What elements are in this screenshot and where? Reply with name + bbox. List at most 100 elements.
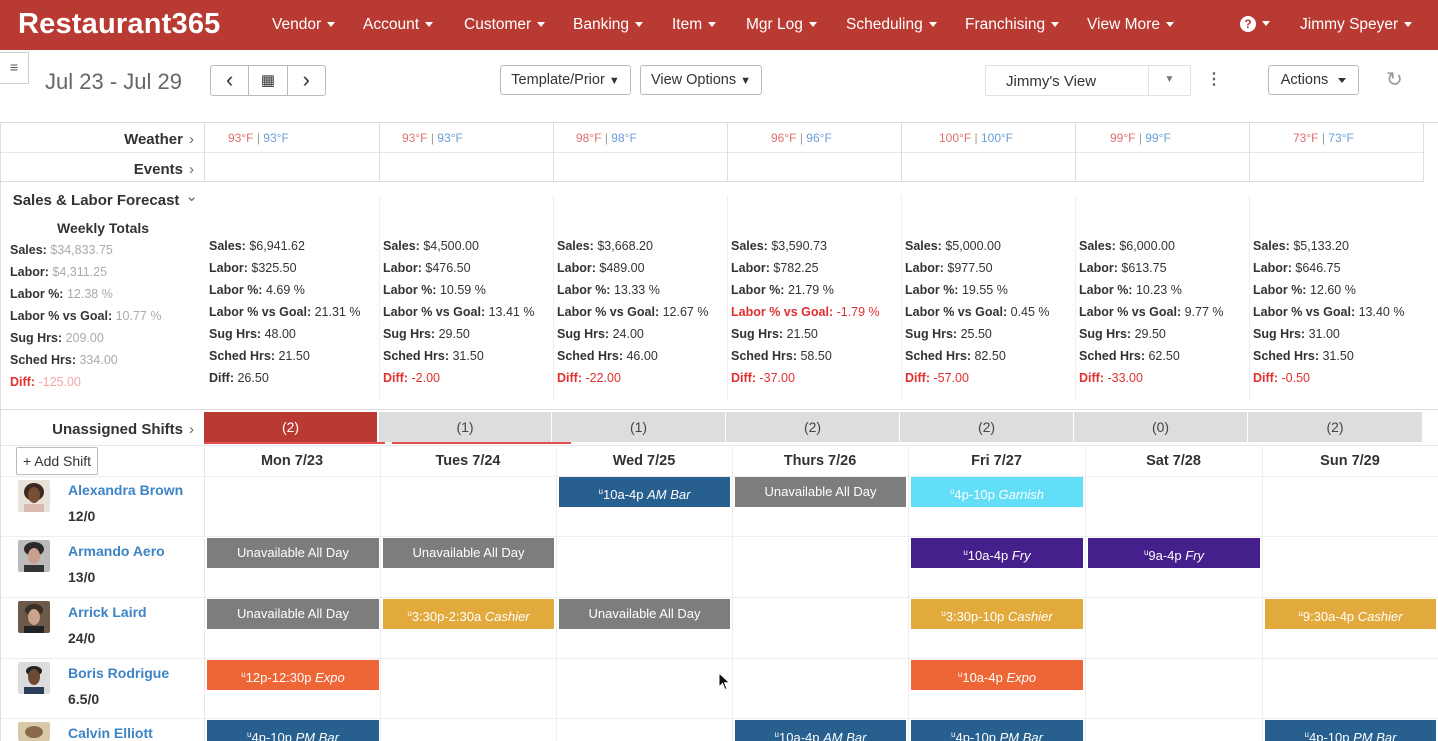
day-header: Wed 7/25 bbox=[612, 453, 676, 469]
prev-week-button[interactable]: ‹ bbox=[211, 66, 250, 95]
employee-name[interactable]: Armando Aero bbox=[68, 543, 165, 559]
forecast-stat: Sched Hrs: 46.00 bbox=[557, 349, 658, 363]
employee-name[interactable]: Alexandra Brown bbox=[68, 482, 184, 498]
nav-view-more[interactable]: View More bbox=[1087, 16, 1174, 34]
stat-label: Labor % vs Goal: bbox=[557, 305, 660, 319]
calendar-icon[interactable]: ▦ bbox=[249, 66, 288, 95]
day-header: Sun 7/29 bbox=[1320, 453, 1380, 469]
totals-labor-vs-goal: Labor % vs Goal: 10.77 % bbox=[10, 309, 162, 323]
employee-name[interactable]: Boris Rodrigue bbox=[68, 665, 170, 681]
stat-label: Diff: bbox=[905, 371, 930, 385]
divider bbox=[1075, 195, 1076, 400]
stat-label: Labor % vs Goal: bbox=[1079, 305, 1182, 319]
totals-sales: Sales: $34,833.75 bbox=[10, 243, 113, 257]
shift-block[interactable]: u10a-4p AM Bar bbox=[559, 477, 730, 507]
shift-block[interactable]: u4p-10p PM Bar bbox=[207, 720, 379, 741]
employee-name[interactable]: Arrick Laird bbox=[68, 604, 147, 620]
employee-name[interactable]: Calvin Elliott bbox=[68, 725, 153, 741]
actions-button[interactable]: Actions bbox=[1268, 65, 1359, 95]
help-menu[interactable]: ? bbox=[1240, 15, 1270, 33]
user-menu[interactable]: Jimmy Speyer bbox=[1300, 16, 1413, 34]
day-header: Tues 7/24 bbox=[435, 453, 501, 469]
forecast-row-label[interactable]: Sales & Labor Forecast ⌄ bbox=[13, 188, 198, 209]
nav-scheduling[interactable]: Scheduling bbox=[846, 16, 937, 34]
divider bbox=[727, 195, 728, 400]
nav-banking[interactable]: Banking bbox=[573, 16, 644, 34]
shift-block[interactable]: u4p-10p Garnish bbox=[911, 477, 1083, 507]
nav-mgr-log[interactable]: Mgr Log bbox=[746, 16, 817, 34]
unassigned-cell[interactable]: (2) bbox=[204, 412, 377, 442]
stat-label: Sched Hrs: bbox=[1253, 349, 1319, 363]
stat-label: Labor: bbox=[1253, 261, 1292, 275]
forecast-stat: Labor %: 21.79 % bbox=[731, 283, 834, 297]
row-label-text: Unassigned Shifts bbox=[52, 421, 183, 438]
divider bbox=[0, 152, 1424, 153]
weather-cell: 99°F | 99°F bbox=[1110, 131, 1171, 145]
caret-down-icon bbox=[635, 22, 644, 28]
stat-label: Sales: bbox=[1253, 239, 1290, 253]
unavailable-block[interactable]: Unavailable All Day bbox=[559, 599, 730, 629]
caret-down-icon[interactable]: ▼ bbox=[1148, 66, 1190, 95]
forecast-stat: Sug Hrs: 25.50 bbox=[905, 327, 992, 341]
shift-block[interactable]: u9:30a-4p Cashier bbox=[1265, 599, 1436, 629]
stat-label: Labor %: bbox=[209, 283, 263, 297]
unassigned-cell[interactable]: (1) bbox=[379, 412, 551, 442]
divider bbox=[0, 597, 1438, 598]
divider bbox=[1262, 445, 1263, 741]
shift-block[interactable]: u12p-12:30p Expo bbox=[207, 660, 379, 690]
shift-block[interactable]: u10a-4p Fry bbox=[911, 538, 1083, 568]
unassigned-cell[interactable]: (1) bbox=[552, 412, 725, 442]
avatar bbox=[18, 601, 50, 633]
shift-block[interactable]: u10a-4p AM Bar bbox=[735, 720, 906, 741]
next-week-button[interactable]: › bbox=[302, 67, 310, 92]
kebab-menu-icon[interactable]: ⋮ bbox=[1206, 71, 1222, 88]
nav-customer[interactable]: Customer bbox=[464, 16, 546, 34]
shift-block[interactable]: u10a-4p Expo bbox=[911, 660, 1083, 690]
template-prior-button[interactable]: Template/Prior ▼ bbox=[500, 65, 631, 95]
shift-block[interactable]: u9a-4p Fry bbox=[1088, 538, 1260, 568]
button-label: View Options bbox=[650, 72, 737, 88]
shift-block[interactable]: u3:30p-10p Cashier bbox=[911, 599, 1083, 629]
unavailable-block[interactable]: Unavailable All Day bbox=[383, 538, 554, 568]
caret-down-icon bbox=[537, 22, 546, 28]
unassigned-cell[interactable]: (0) bbox=[1074, 412, 1247, 442]
unavailable-block[interactable]: Unavailable All Day bbox=[735, 477, 906, 507]
stat-label: Labor: bbox=[209, 261, 248, 275]
weather-row-label[interactable]: Weather › bbox=[124, 131, 194, 148]
unavailable-block[interactable]: Unavailable All Day bbox=[207, 599, 379, 629]
shift-block[interactable]: u4p-10p PM Bar bbox=[1265, 720, 1436, 741]
view-select[interactable]: Jimmy's View ▼ bbox=[985, 65, 1191, 96]
stat-label: Sales: bbox=[731, 239, 768, 253]
forecast-stat: Labor: $325.50 bbox=[209, 261, 297, 275]
chevron-down-icon: ⌄ bbox=[185, 188, 198, 205]
brand-logo[interactable]: Restaurant365 bbox=[18, 8, 221, 40]
divider bbox=[0, 181, 1424, 182]
stat-label: Sched Hrs: bbox=[557, 349, 623, 363]
stat-label: Labor: bbox=[1079, 261, 1118, 275]
shift-block[interactable]: u4p-10p PM Bar bbox=[911, 720, 1083, 741]
stat-value: 0.45 % bbox=[1010, 305, 1050, 319]
stat-label: Sug Hrs: bbox=[557, 327, 610, 341]
add-shift-button[interactable]: + Add Shift bbox=[16, 447, 98, 475]
stat-label: Labor % vs Goal: bbox=[905, 305, 1008, 319]
unassigned-cell[interactable]: (2) bbox=[1248, 412, 1422, 442]
unassigned-row-label[interactable]: Unassigned Shifts › bbox=[52, 421, 194, 438]
forecast-stat: Sales: $3,668.20 bbox=[557, 239, 653, 253]
nav-item[interactable]: Item bbox=[672, 16, 717, 34]
stat-label: Sug Hrs: bbox=[209, 327, 262, 341]
view-options-button[interactable]: View Options ▼ bbox=[640, 65, 762, 95]
hamburger-menu-icon[interactable]: ≡ bbox=[0, 52, 29, 84]
stat-value: 29.50 bbox=[438, 327, 470, 341]
unassigned-cell[interactable]: (2) bbox=[726, 412, 899, 442]
events-row-label[interactable]: Events › bbox=[134, 161, 194, 178]
nav-vendor[interactable]: Vendor bbox=[272, 16, 336, 34]
unavailable-block[interactable]: Unavailable All Day bbox=[207, 538, 379, 568]
nav-franchising[interactable]: Franchising bbox=[965, 16, 1060, 34]
divider bbox=[553, 195, 554, 400]
unassigned-cell[interactable]: (2) bbox=[900, 412, 1073, 442]
forecast-stat: Labor % vs Goal: 0.45 % bbox=[905, 305, 1050, 319]
shift-block[interactable]: u3:30p-2:30a Cashier bbox=[383, 599, 554, 629]
refresh-icon[interactable]: ↻ bbox=[1386, 69, 1403, 91]
stat-label: Sug Hrs: bbox=[905, 327, 958, 341]
nav-account[interactable]: Account bbox=[363, 16, 434, 34]
